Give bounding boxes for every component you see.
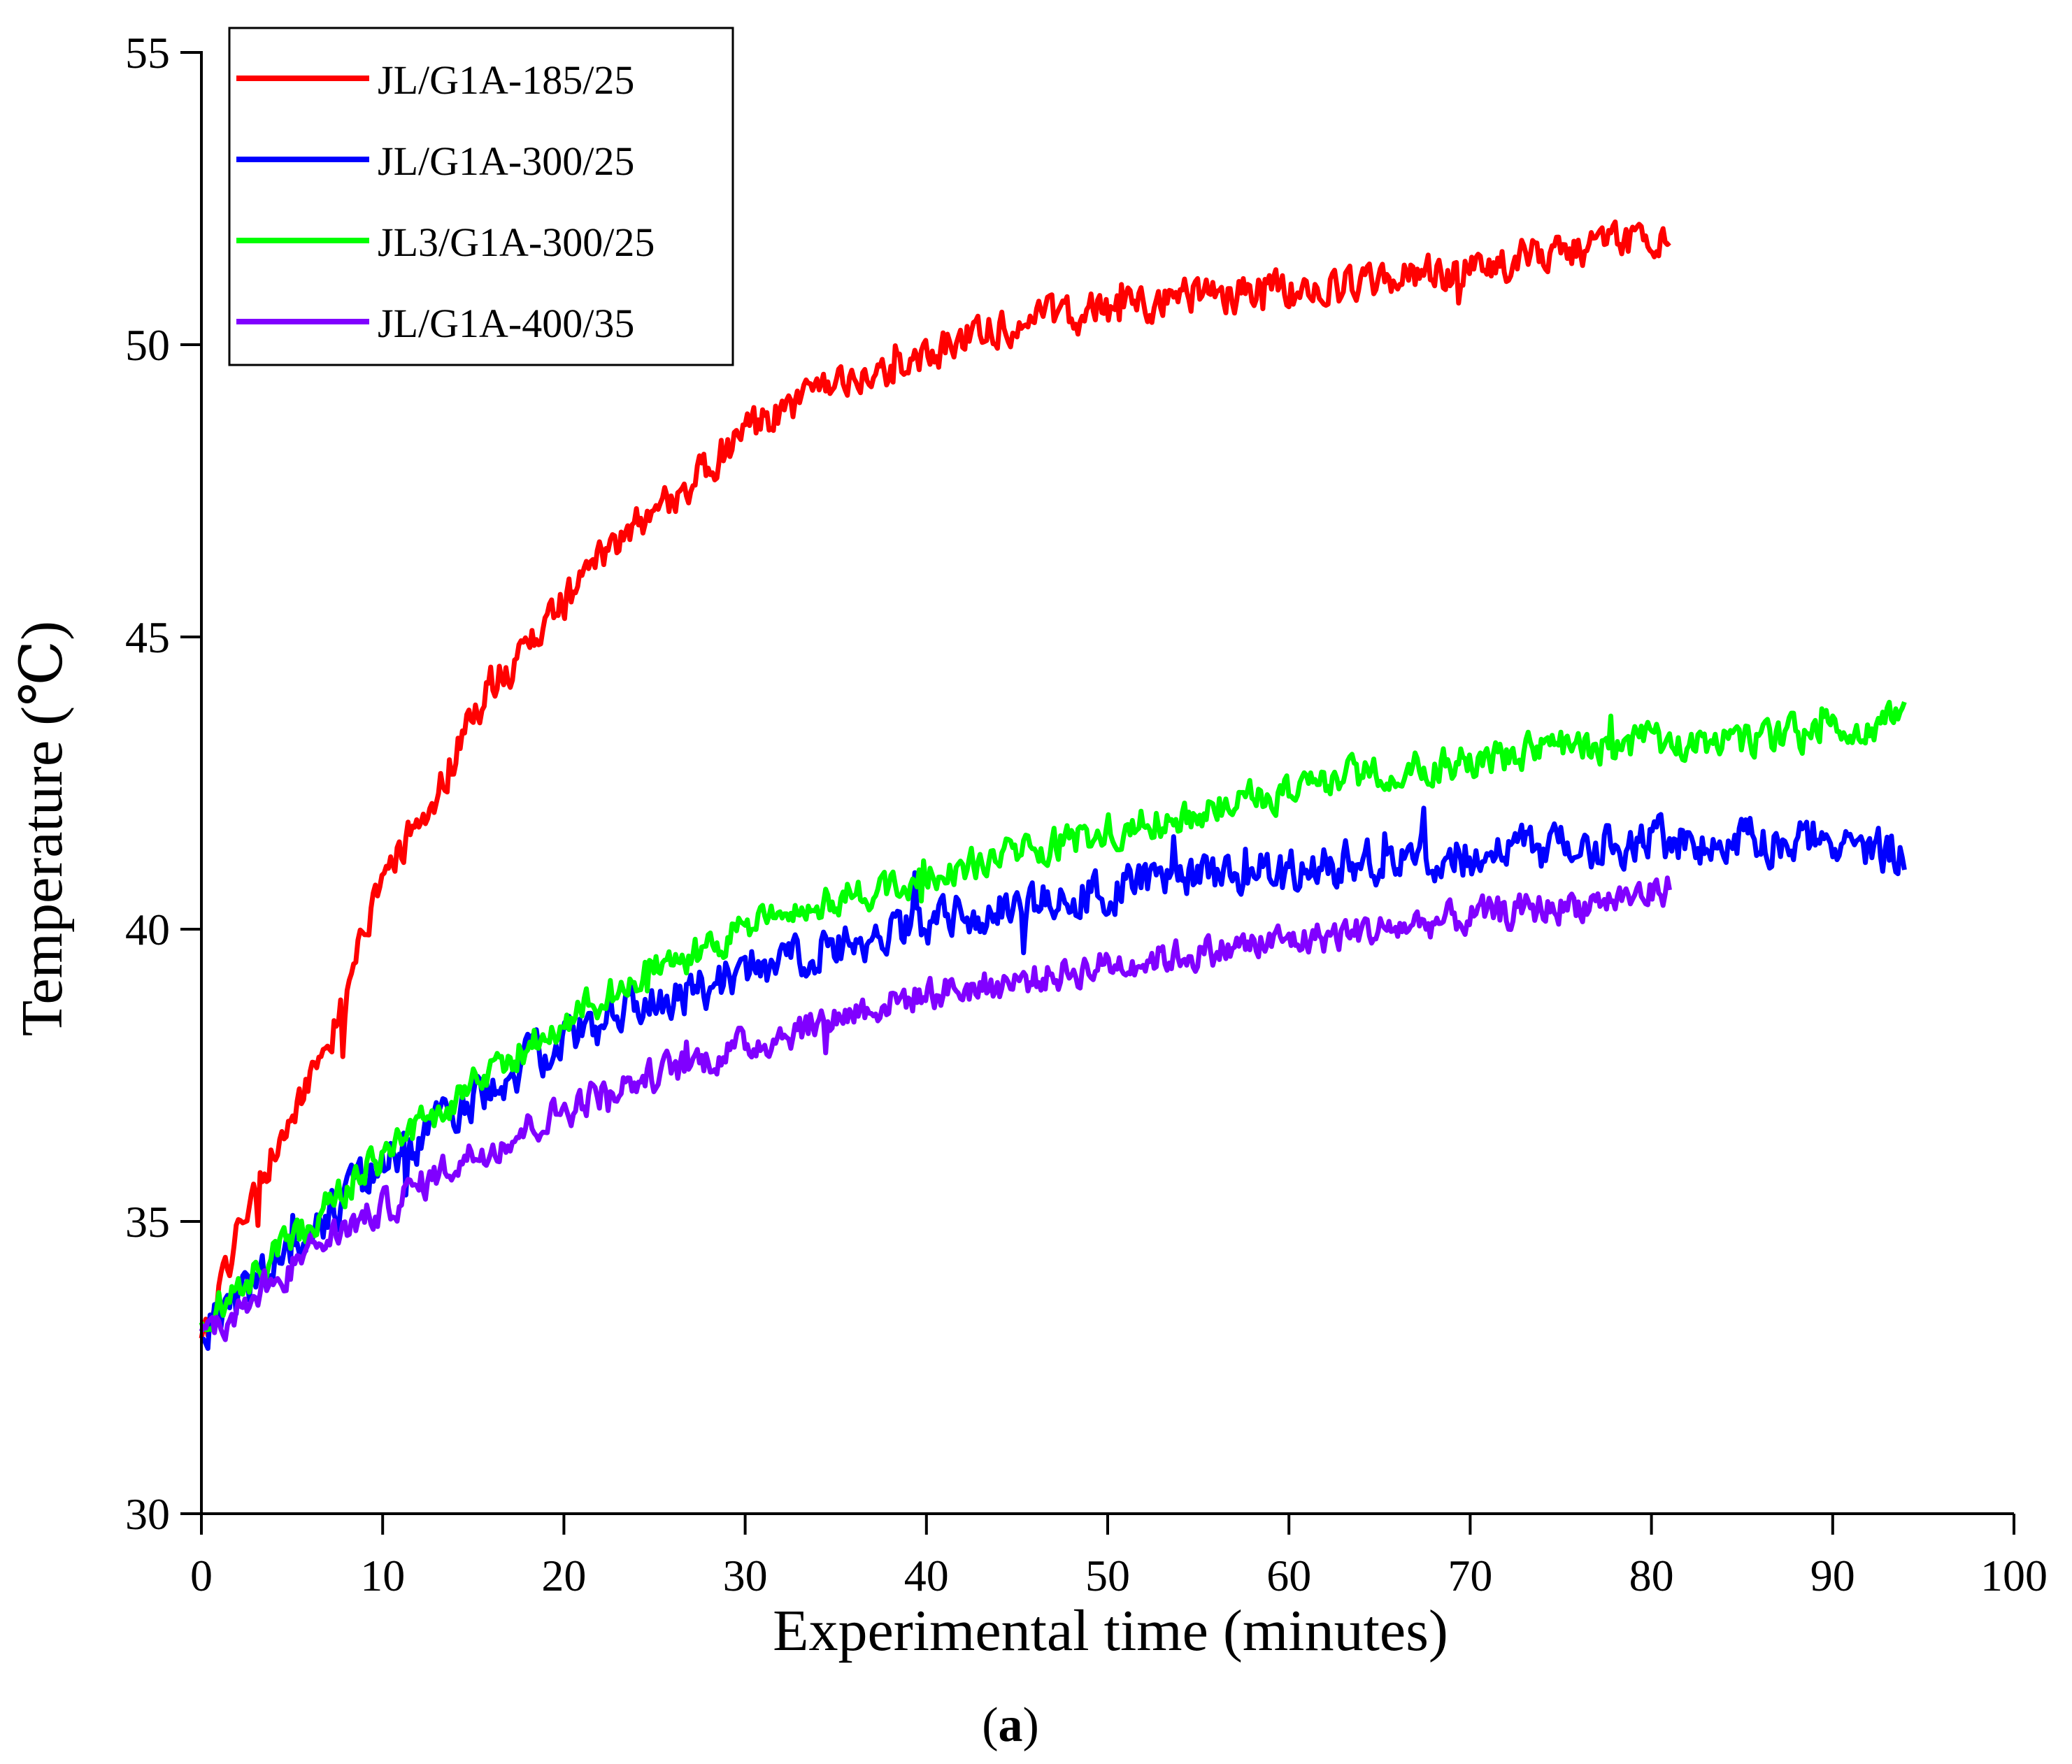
x-tick-label: 100 <box>1980 1551 2048 1600</box>
x-tick-label: 50 <box>1085 1551 1130 1600</box>
x-tick-label: 20 <box>541 1551 586 1600</box>
figure-caption-letter: a <box>999 1698 1023 1752</box>
y-tick-label: 50 <box>125 320 170 370</box>
x-tick-label: 30 <box>723 1551 768 1600</box>
y-tick-label: 40 <box>125 905 170 954</box>
y-tick-label: 45 <box>125 612 170 662</box>
figure-caption: (a) <box>982 1698 1039 1752</box>
legend-box <box>228 27 734 366</box>
x-tick-label: 70 <box>1448 1551 1492 1600</box>
x-tick-label: 90 <box>1810 1551 1855 1600</box>
x-tick-label: 10 <box>360 1551 405 1600</box>
y-axis-title: Temperature (℃) <box>10 621 75 1036</box>
series-line-3 <box>199 699 1907 1333</box>
series-layer <box>199 219 1907 1351</box>
x-axis-title: Experimental time (minutes) <box>773 1598 1448 1663</box>
legend-label: JL/G1A-400/35 <box>378 301 634 346</box>
legend-label: JL3/G1A-300/25 <box>378 220 655 265</box>
y-tick-label: 35 <box>125 1197 170 1247</box>
series-line-1 <box>199 219 1671 1339</box>
series-line-2 <box>200 805 1907 1351</box>
x-tick-label: 60 <box>1266 1551 1311 1600</box>
x-tick-label: 40 <box>904 1551 949 1600</box>
legend-label: JL/G1A-300/25 <box>378 138 634 184</box>
y-tick-label: 30 <box>125 1489 170 1539</box>
y-tick-label: 55 <box>125 28 170 78</box>
x-tick-label: 0 <box>190 1551 213 1600</box>
legend: JL/G1A-185/25 JL/G1A-300/25 JL3/G1A-300/25… <box>228 27 734 366</box>
ticks-layer: 0 10 20 30 40 50 60 70 80 90 100 30 35 40 45 50 55 <box>125 28 2048 1600</box>
series-line-4 <box>199 875 1672 1342</box>
x-tick-label: 80 <box>1629 1551 1674 1600</box>
legend-label: JL/G1A-185/25 <box>378 57 634 103</box>
